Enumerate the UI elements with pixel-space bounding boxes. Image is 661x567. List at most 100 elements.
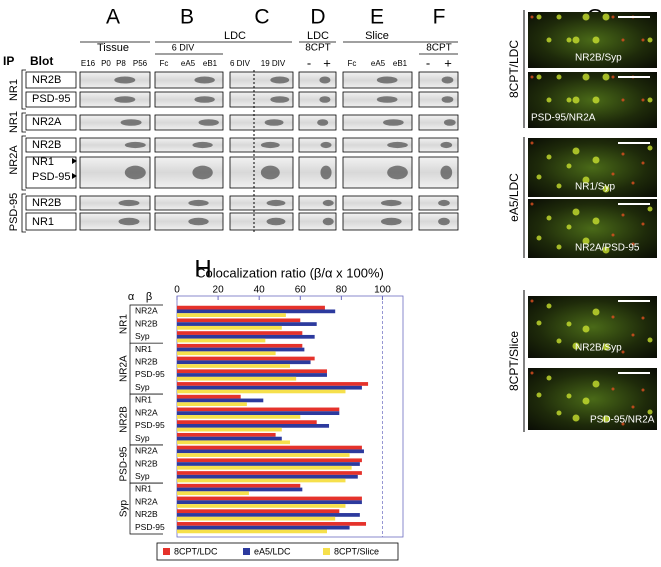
puncta	[641, 222, 645, 226]
bar	[177, 394, 241, 399]
blot-band	[192, 141, 213, 149]
puncta	[592, 156, 600, 164]
puncta	[621, 422, 625, 426]
blot-strip	[342, 137, 413, 153]
blot-strip	[229, 114, 294, 131]
puncta	[546, 37, 552, 43]
blot-strip	[298, 137, 337, 153]
category-label: NR1	[135, 344, 152, 354]
blot-label: NR2B	[32, 197, 61, 209]
blot-band	[192, 165, 213, 180]
blot-frame	[25, 156, 77, 189]
puncta	[602, 343, 610, 351]
alpha-label: α	[128, 291, 135, 303]
blot-strip	[418, 137, 459, 153]
bar	[177, 423, 330, 428]
arrowhead	[72, 173, 77, 179]
bar	[177, 500, 362, 505]
group-label: NR1	[119, 314, 130, 334]
bar	[177, 449, 364, 454]
blot-title: Blot	[30, 54, 53, 68]
x-tick-label: 100	[374, 285, 391, 296]
puncta	[641, 38, 645, 42]
blot-band	[440, 165, 453, 180]
image-label: NR2B/Syp	[575, 343, 622, 354]
blot-band	[380, 217, 402, 226]
category-label: PSD-95	[135, 420, 165, 430]
puncta	[592, 308, 600, 316]
puncta	[546, 97, 552, 103]
legend-label: eA5/LDC	[254, 546, 291, 556]
blot-strip	[342, 114, 413, 131]
micrograph	[528, 199, 657, 258]
blot-band	[441, 76, 454, 84]
bar	[177, 402, 247, 407]
lane-label: +	[444, 55, 452, 70]
category-label: NR2A	[135, 306, 158, 316]
blot-band	[260, 141, 280, 149]
ip-label: PSD-95	[8, 193, 20, 232]
blot-label: NR2A	[32, 116, 62, 128]
lane-label: Fc	[160, 59, 169, 68]
puncta	[536, 235, 542, 241]
puncta	[546, 215, 552, 221]
bar	[177, 453, 350, 457]
bar	[177, 465, 352, 470]
blot-band	[322, 217, 334, 226]
puncta	[546, 154, 552, 160]
puncta	[602, 185, 610, 193]
category-label: NR2A	[135, 446, 158, 456]
lane-label: -	[426, 55, 430, 70]
blot-label: PSD-95	[32, 171, 71, 183]
blot-band	[114, 96, 136, 103]
bar	[177, 415, 301, 419]
puncta	[602, 246, 610, 254]
bar	[177, 471, 362, 475]
blot-band	[124, 141, 146, 149]
puncta	[572, 147, 580, 155]
bar	[177, 522, 367, 526]
bar	[177, 360, 311, 365]
image-group-label: eA5/LDC	[507, 173, 521, 222]
bar	[177, 491, 249, 496]
blot-band	[264, 119, 284, 126]
bracket	[21, 135, 26, 191]
bar	[177, 462, 360, 466]
x-tick-label: 80	[336, 285, 348, 296]
category-label: NR2A	[135, 496, 158, 506]
legend-label: 8CPT/LDC	[174, 546, 218, 556]
puncta	[647, 409, 653, 415]
blot-band	[380, 199, 402, 207]
image-group-label: 8CPT/LDC	[507, 40, 521, 98]
blot-band	[319, 76, 331, 84]
puncta	[647, 337, 653, 343]
blot-strip	[79, 212, 151, 231]
bar	[177, 483, 301, 488]
blot-label: NR2B	[32, 139, 61, 151]
category-label: Syp	[135, 331, 150, 341]
category-label: NR1	[135, 484, 152, 494]
blot-strip	[418, 91, 459, 108]
ip-label: NR2A	[8, 145, 20, 175]
blot-strip	[298, 195, 337, 211]
x-tick-label: 60	[295, 285, 307, 296]
puncta	[556, 183, 562, 189]
blot-band	[387, 165, 408, 180]
puncta	[536, 174, 542, 180]
bar	[177, 496, 362, 501]
blot-band	[320, 141, 332, 149]
bar	[177, 331, 303, 335]
puncta	[582, 237, 590, 245]
bar	[177, 334, 315, 339]
lane-label: eB1	[203, 59, 218, 68]
category-label: NR2B	[135, 357, 158, 367]
category-label: NR2B	[135, 458, 158, 468]
puncta	[641, 98, 645, 102]
blot-frame	[25, 91, 77, 108]
bar	[177, 356, 315, 361]
image-label: PSD-95/NR2A	[590, 415, 655, 426]
blot-label: PSD-95	[32, 93, 71, 105]
blot-strip	[229, 212, 294, 231]
puncta	[536, 14, 542, 20]
category-label: PSD-95	[135, 522, 165, 532]
